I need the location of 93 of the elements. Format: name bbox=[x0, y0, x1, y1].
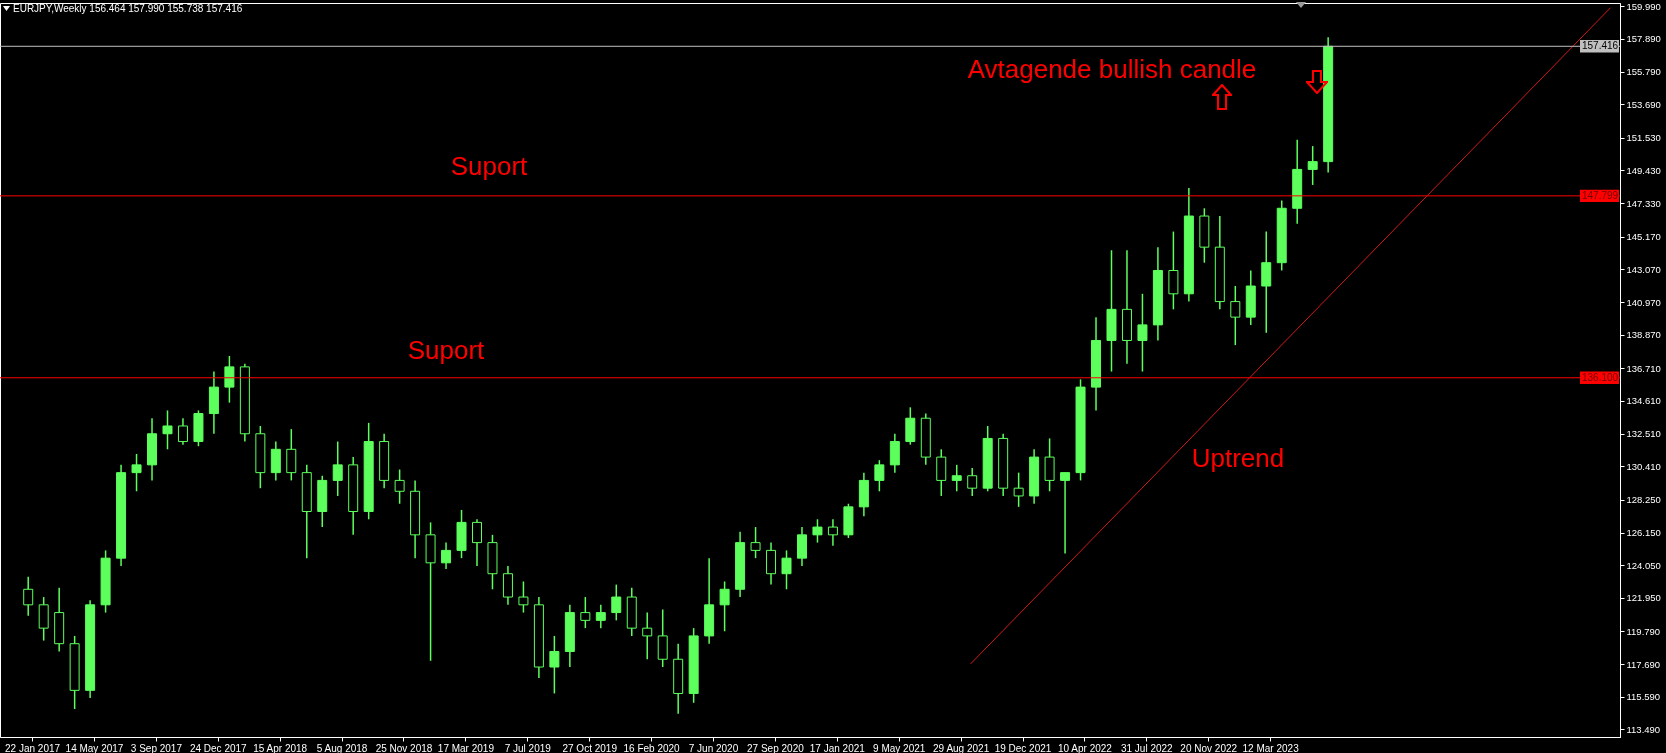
candlestick bbox=[549, 635, 560, 695]
y-tick-label: 155.790 bbox=[1626, 66, 1661, 78]
x-tick-label: 9 May 2021 bbox=[873, 742, 926, 753]
candlestick bbox=[750, 526, 761, 559]
x-tick-label: 24 Dec 2017 bbox=[189, 742, 248, 753]
candlestick bbox=[38, 596, 49, 642]
x-tick-label: 17 Jan 2021 bbox=[809, 742, 866, 753]
candlestick bbox=[766, 541, 777, 586]
y-tick-label: 130.410 bbox=[1626, 460, 1661, 472]
x-tick-label: 7 Jun 2020 bbox=[688, 742, 739, 753]
candlestick bbox=[905, 406, 916, 446]
x-tick-label: 10 Apr 2022 bbox=[1057, 742, 1113, 753]
y-tick-label: 140.970 bbox=[1626, 296, 1661, 308]
candlestick bbox=[502, 565, 513, 606]
candlestick bbox=[936, 448, 947, 497]
candlestick bbox=[796, 526, 807, 567]
candlestick bbox=[224, 355, 235, 404]
candlestick bbox=[1261, 230, 1272, 334]
candlestick bbox=[1137, 293, 1148, 373]
candlestick bbox=[889, 433, 900, 474]
candlestick bbox=[332, 440, 343, 497]
candlestick bbox=[1013, 471, 1024, 508]
candlestick bbox=[1230, 285, 1241, 346]
x-tick-label: 15 Apr 2018 bbox=[253, 742, 308, 753]
candlestick bbox=[1307, 145, 1318, 186]
candlestick bbox=[951, 464, 962, 493]
y-tick-label: 143.070 bbox=[1626, 263, 1661, 275]
x-tick-label: 14 May 2017 bbox=[65, 742, 124, 753]
candlestick bbox=[580, 596, 591, 629]
ref-line-label: 147.799 bbox=[1582, 189, 1619, 201]
y-tick-label: 138.870 bbox=[1626, 329, 1661, 341]
x-tick-label: 27 Sep 2020 bbox=[747, 742, 805, 753]
candlestick bbox=[270, 440, 281, 482]
candlestick bbox=[657, 608, 668, 668]
y-tick-label: 113.490 bbox=[1626, 723, 1661, 735]
ref-line-label: 157.416 bbox=[1582, 40, 1619, 52]
x-tick-label: 12 Mar 2023 bbox=[1242, 742, 1300, 753]
y-tick-label: 145.170 bbox=[1626, 231, 1661, 243]
x-tick-label: 31 Jul 2022 bbox=[1120, 742, 1174, 753]
y-tick-label: 119.790 bbox=[1626, 625, 1661, 637]
candlestick bbox=[1044, 437, 1055, 493]
y-tick-label: 153.690 bbox=[1626, 98, 1661, 110]
candlestick bbox=[642, 611, 653, 660]
candlestick bbox=[162, 409, 173, 451]
candlestick bbox=[611, 583, 622, 622]
candlestick bbox=[23, 576, 34, 617]
annotation: Uptrend bbox=[1191, 443, 1285, 473]
x-tick-label: 16 Feb 2020 bbox=[623, 742, 681, 753]
y-tick-label: 121.950 bbox=[1626, 592, 1661, 604]
x-tick-label: 20 Nov 2022 bbox=[1180, 742, 1238, 753]
candlestick bbox=[781, 549, 792, 591]
x-tick-label: 3 Sep 2017 bbox=[130, 742, 183, 753]
y-tick-label: 151.530 bbox=[1626, 132, 1661, 144]
candlestick bbox=[967, 467, 978, 497]
y-tick-label: 157.890 bbox=[1626, 33, 1661, 45]
y-tick-label: 136.710 bbox=[1626, 362, 1661, 374]
ref-line-label: 136.100 bbox=[1582, 371, 1619, 383]
candlestick bbox=[719, 580, 730, 632]
x-tick-label: 19 Dec 2021 bbox=[994, 742, 1052, 753]
y-tick-label: 117.690 bbox=[1626, 658, 1661, 670]
chart-title: EURJPY,Weekly 156.464 157.990 155.738 157.416 bbox=[13, 3, 243, 14]
candlestick bbox=[131, 453, 142, 493]
candlestick bbox=[812, 518, 823, 544]
annotation: Suport bbox=[450, 151, 529, 181]
candlestick bbox=[518, 580, 529, 614]
candlestick bbox=[441, 541, 452, 570]
candlestick bbox=[286, 428, 297, 482]
y-tick-label: 149.430 bbox=[1626, 164, 1661, 176]
x-tick-label: 27 Oct 2019 bbox=[562, 742, 618, 753]
x-tick-label: 5 Aug 2018 bbox=[316, 742, 368, 753]
candlestick bbox=[472, 518, 482, 567]
y-tick-label: 147.330 bbox=[1626, 197, 1661, 209]
x-tick-label: 7 Jul 2019 bbox=[504, 742, 552, 753]
candlestick bbox=[1060, 471, 1071, 555]
y-tick-label: 132.510 bbox=[1626, 428, 1661, 440]
y-tick-label: 115.590 bbox=[1626, 691, 1661, 703]
annotation: Suport bbox=[407, 335, 486, 365]
annotation: Avtagende bullish candle bbox=[967, 54, 1257, 84]
x-tick-label: 25 Nov 2018 bbox=[375, 742, 433, 753]
y-tick-label: 128.250 bbox=[1626, 494, 1661, 506]
y-tick-label: 126.150 bbox=[1626, 527, 1661, 539]
candlestick bbox=[177, 417, 188, 446]
candlestick bbox=[1168, 230, 1179, 311]
y-tick-label: 159.990 bbox=[1626, 0, 1661, 12]
y-tick-label: 134.610 bbox=[1626, 395, 1661, 407]
x-tick-label: 22 Jan 2017 bbox=[5, 742, 61, 753]
candlestick bbox=[827, 518, 838, 547]
y-tick-label: 124.050 bbox=[1626, 559, 1661, 571]
candlestick bbox=[874, 459, 885, 493]
x-tick-label: 29 Aug 2021 bbox=[933, 742, 990, 753]
x-tick-label: 17 Mar 2019 bbox=[437, 742, 495, 753]
candlestick bbox=[595, 604, 606, 629]
candlestick bbox=[394, 468, 405, 505]
